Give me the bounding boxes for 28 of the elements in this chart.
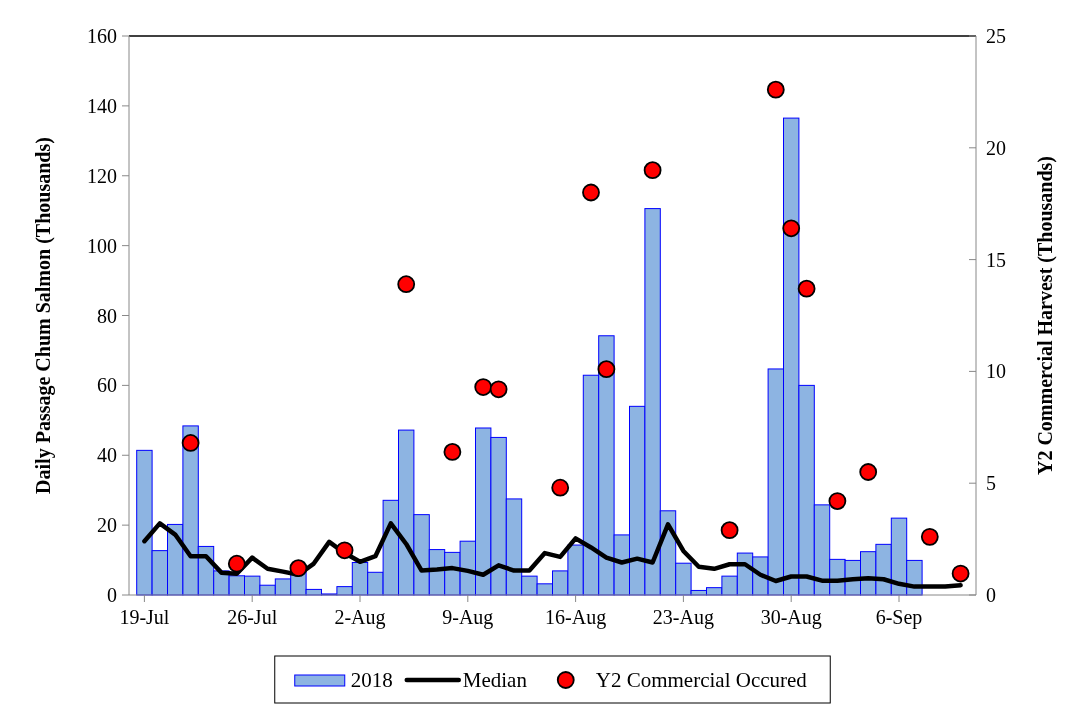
x-tick-label: 2-Aug [334,606,386,629]
y-tick-label: 60 [97,374,117,397]
y-tick-label: 0 [107,584,117,606]
legend-label: Y2 Commercial Occured [595,668,808,692]
y-tick-label: 20 [97,514,117,537]
y2-tick-label: 20 [986,136,1006,159]
x-tick-label: 26-Jul [227,606,278,628]
y-tick-label: 100 [87,234,117,257]
y-tick-label: 140 [87,94,117,117]
y-tick-label: 80 [97,304,117,327]
x-tick-label: 9-Aug [442,606,494,629]
x-tick-label: 16-Aug [545,606,607,629]
y2-tick-label: 15 [986,248,1006,271]
x-tick-label: 19-Jul [119,606,170,628]
x-tick-label: 30-Aug [760,606,822,629]
y-tick-label: 120 [87,164,117,187]
legend-label: 2018 [350,668,393,692]
x-tick-label: 23-Aug [652,606,714,629]
x-tick-label: 6-Sep [875,606,923,629]
y-tick-label: 160 [87,25,117,47]
y2-tick-label: 10 [986,360,1006,383]
y2-tick-label: 0 [986,584,996,606]
y-tick-label: 40 [97,444,117,467]
y2-tick-label: 25 [986,25,1006,47]
legend-label: Median [462,668,528,692]
y2-axis-title: Y2 Commercial Harvest (Thousands) [1034,155,1057,476]
y2-tick-label: 5 [986,472,996,495]
y-axis-title: Daily Passage Chum Salmon (Thousands) [32,137,55,494]
